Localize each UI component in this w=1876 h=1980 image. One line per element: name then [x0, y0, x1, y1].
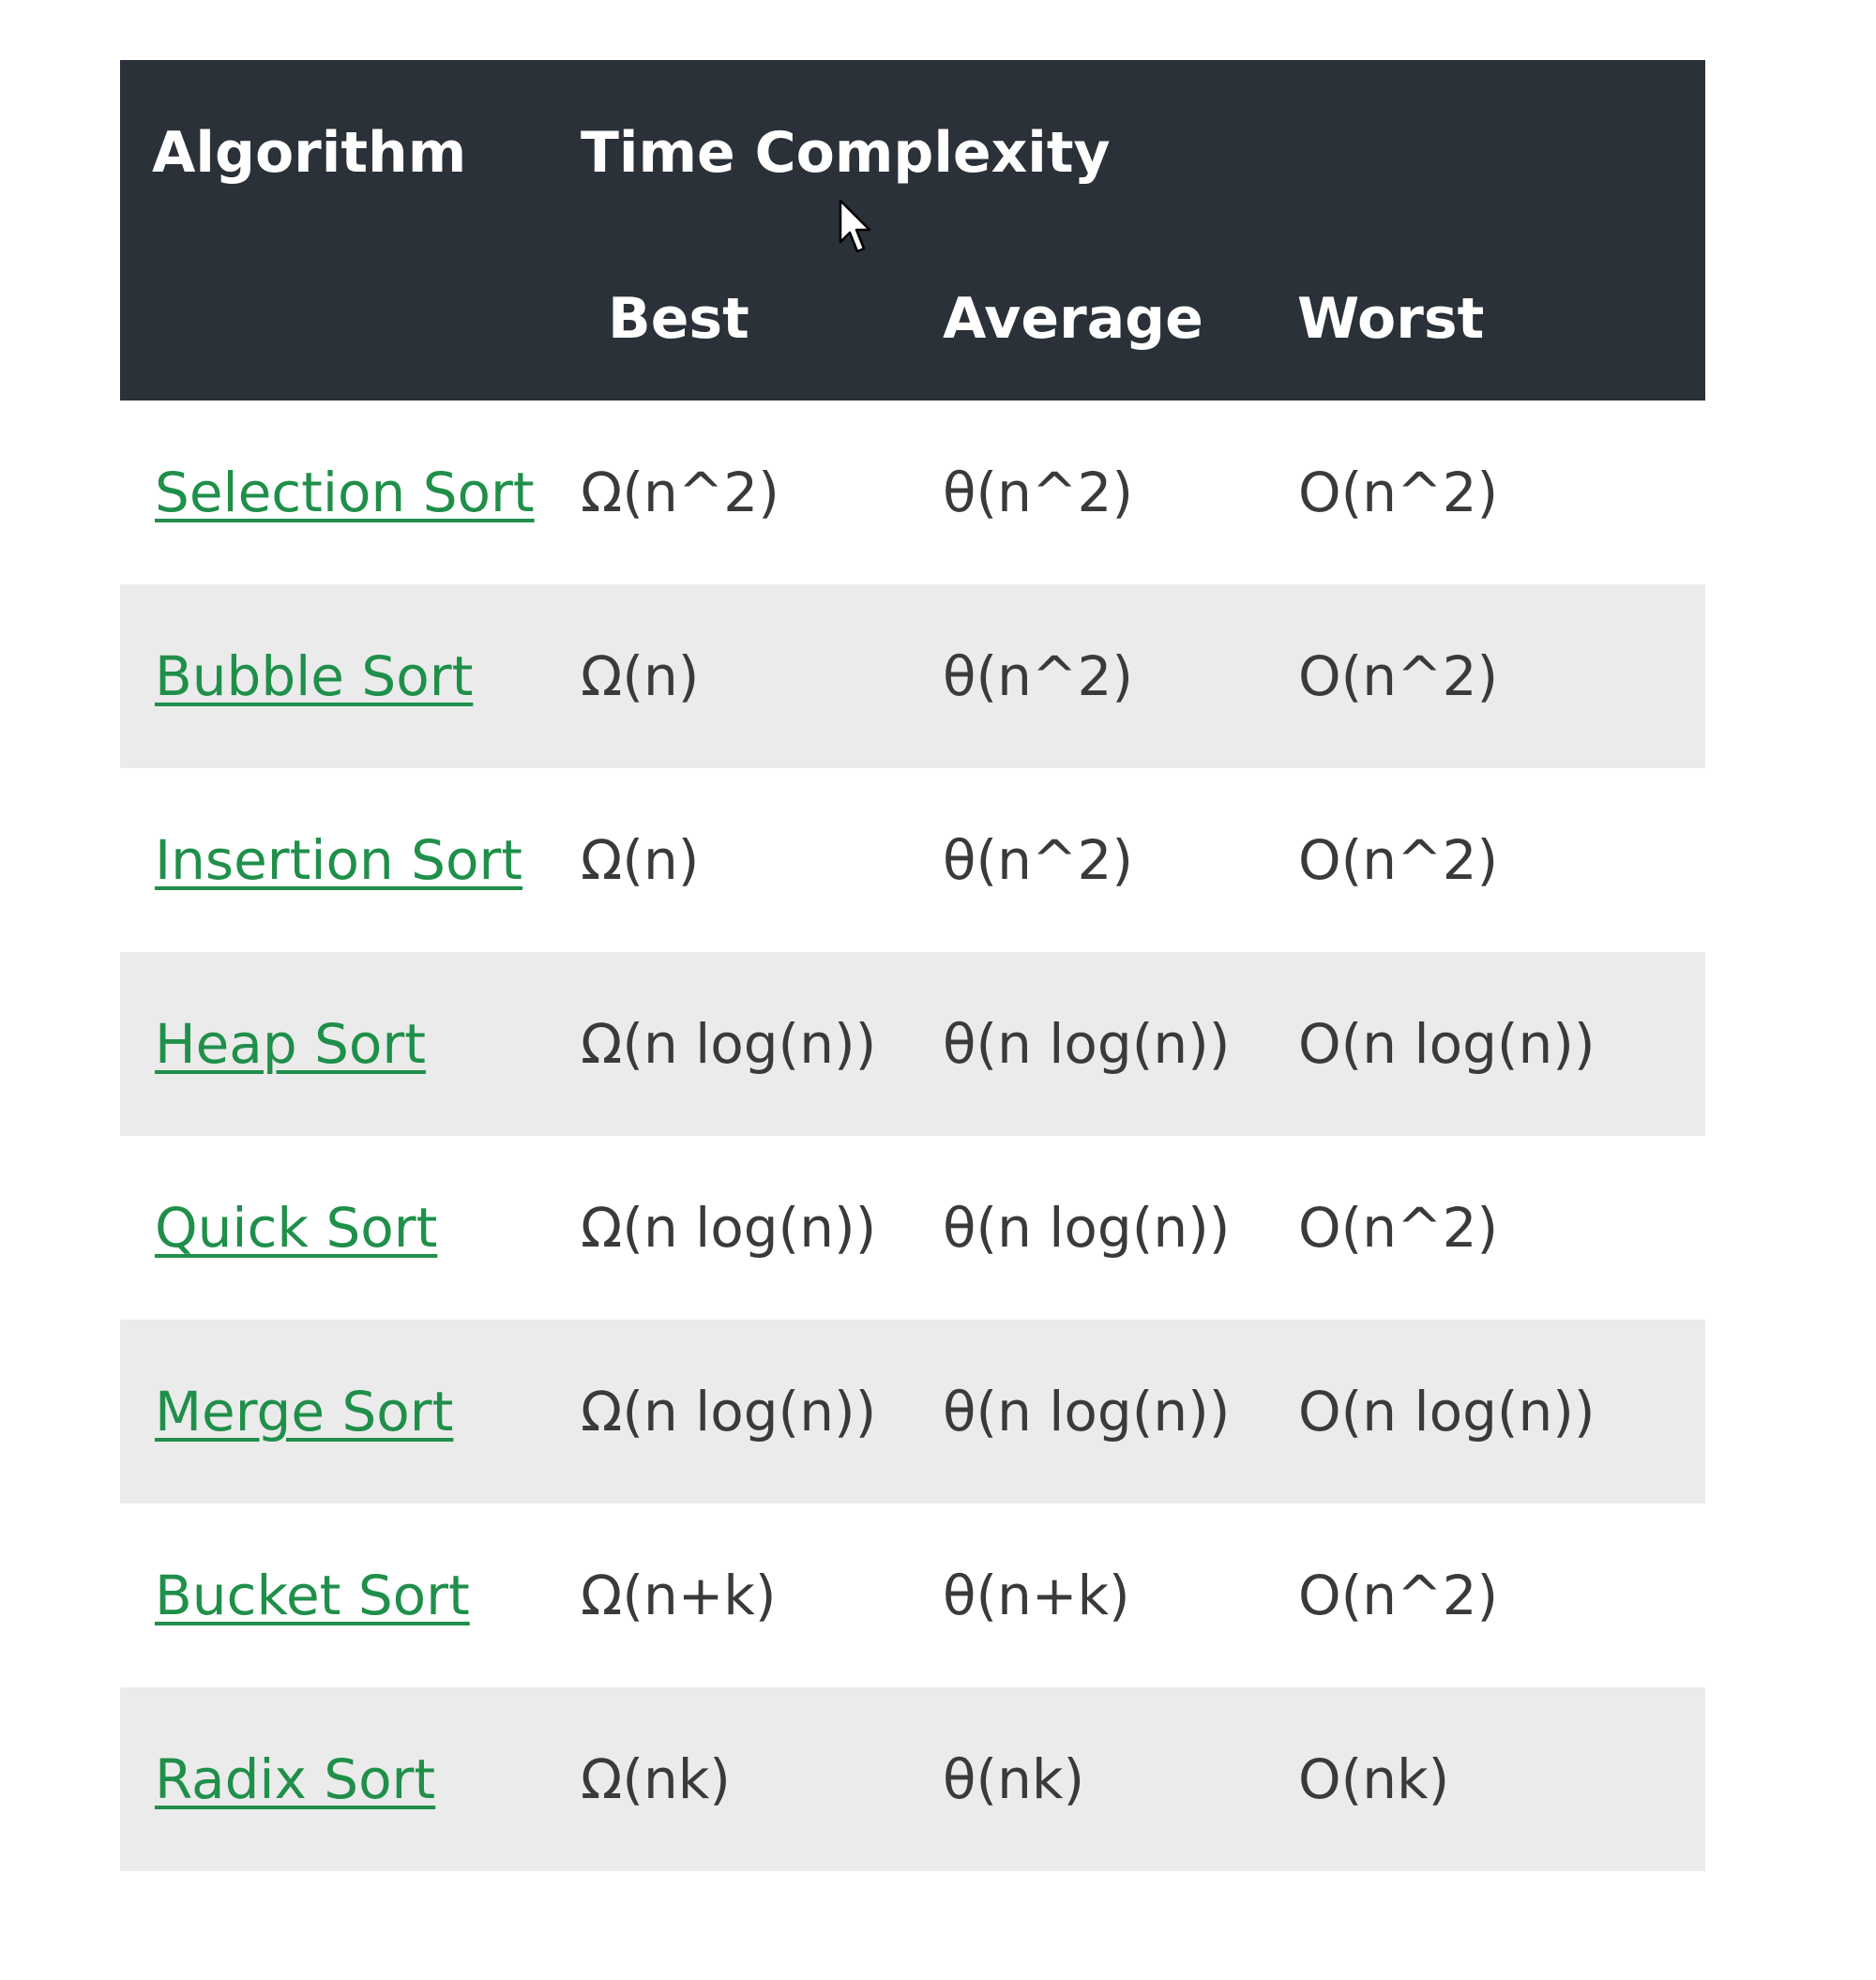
worst-case-cell: O(n^2) [1298, 644, 1499, 708]
algorithm-link[interactable]: Selection Sort [155, 461, 535, 524]
table-row: Merge Sort Ω(n log(n)) θ(n log(n)) O(n l… [120, 1320, 1705, 1504]
average-case-cell: θ(n log(n)) [943, 1380, 1231, 1443]
average-case-cell: θ(nk) [943, 1747, 1085, 1811]
algorithm-link[interactable]: Insertion Sort [155, 828, 523, 892]
table-row: Heap Sort Ω(n log(n)) θ(n log(n)) O(n lo… [120, 952, 1705, 1136]
algorithm-link[interactable]: Merge Sort [155, 1380, 454, 1443]
header-average: Average [943, 286, 1203, 352]
mouse-pointer-icon [839, 199, 871, 253]
table-row: Insertion Sort Ω(n) θ(n^2) O(n^2) [120, 768, 1705, 952]
best-case-cell: Ω(n) [581, 828, 700, 892]
header-worst: Worst [1297, 286, 1485, 352]
average-case-cell: θ(n+k) [943, 1564, 1130, 1627]
worst-case-cell: O(n^2) [1298, 461, 1499, 524]
header-algorithm: Algorithm [152, 120, 467, 186]
table-row: Bucket Sort Ω(n+k) θ(n+k) O(n^2) [120, 1504, 1705, 1687]
worst-case-cell: O(nk) [1298, 1747, 1450, 1811]
header-best: Best [608, 286, 749, 352]
algorithm-link[interactable]: Bucket Sort [155, 1564, 470, 1627]
algorithm-link[interactable]: Radix Sort [155, 1747, 436, 1811]
average-case-cell: θ(n^2) [943, 461, 1133, 524]
best-case-cell: Ω(n) [581, 644, 700, 708]
average-case-cell: θ(n^2) [943, 644, 1133, 708]
average-case-cell: θ(n log(n)) [943, 1196, 1231, 1260]
best-case-cell: Ω(n log(n)) [581, 1196, 877, 1260]
table-row: Radix Sort Ω(nk) θ(nk) O(nk) [120, 1687, 1705, 1871]
best-case-cell: Ω(n+k) [581, 1564, 777, 1627]
algorithm-link[interactable]: Heap Sort [155, 1012, 426, 1076]
worst-case-cell: O(n^2) [1298, 1564, 1499, 1627]
average-case-cell: θ(n log(n)) [943, 1012, 1231, 1076]
algorithm-link[interactable]: Bubble Sort [155, 644, 474, 708]
table-row: Quick Sort Ω(n log(n)) θ(n log(n)) O(n^2… [120, 1136, 1705, 1320]
table-header: Algorithm Time Complexity Best Average W… [120, 60, 1705, 401]
algorithm-link[interactable]: Quick Sort [155, 1196, 438, 1260]
worst-case-cell: O(n^2) [1298, 828, 1499, 892]
worst-case-cell: O(n log(n)) [1298, 1380, 1596, 1443]
sorting-complexity-table: Algorithm Time Complexity Best Average W… [120, 60, 1705, 1871]
average-case-cell: θ(n^2) [943, 828, 1133, 892]
best-case-cell: Ω(nk) [581, 1747, 731, 1811]
table-row: Selection Sort Ω(n^2) θ(n^2) O(n^2) [120, 401, 1705, 584]
best-case-cell: Ω(n log(n)) [581, 1012, 877, 1076]
table-row: Bubble Sort Ω(n) θ(n^2) O(n^2) [120, 584, 1705, 768]
worst-case-cell: O(n log(n)) [1298, 1012, 1596, 1076]
best-case-cell: Ω(n log(n)) [581, 1380, 877, 1443]
header-time-complexity: Time Complexity [581, 120, 1111, 186]
best-case-cell: Ω(n^2) [581, 461, 779, 524]
worst-case-cell: O(n^2) [1298, 1196, 1499, 1260]
